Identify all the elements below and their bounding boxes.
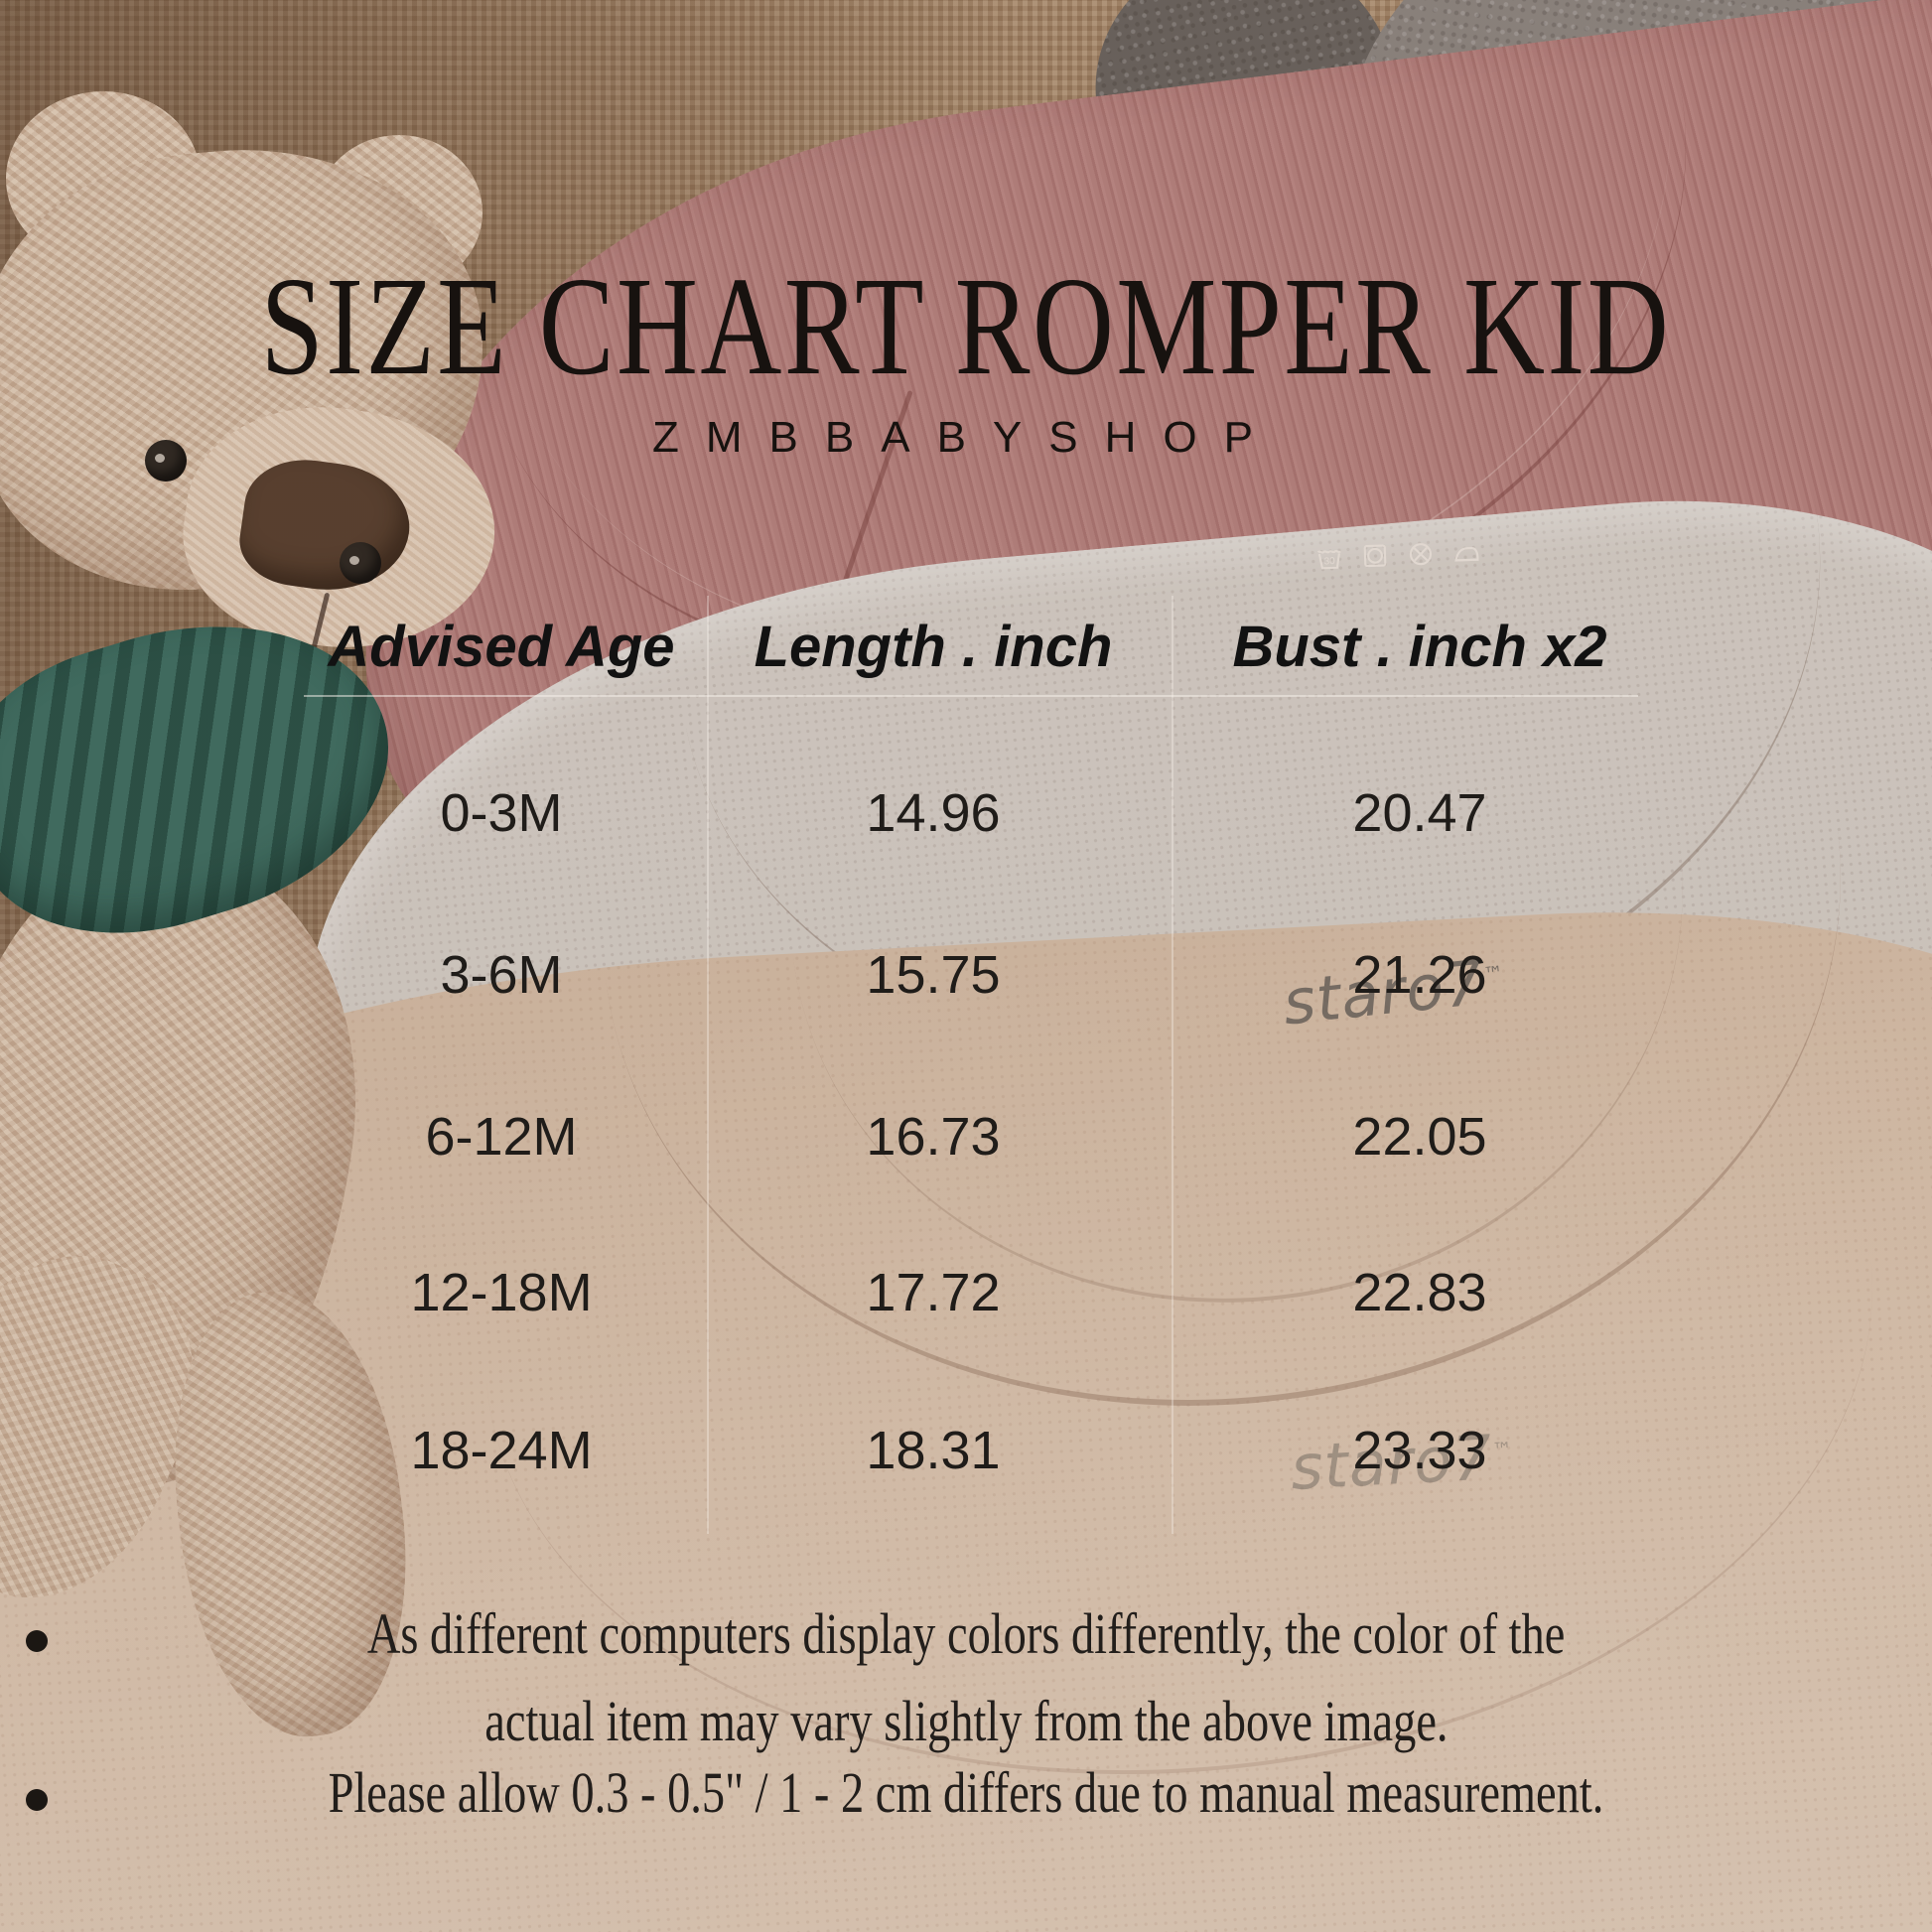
age-cell: 3-6M xyxy=(440,945,563,1005)
length-cell: 14.96 xyxy=(866,783,1001,843)
length-cell: 17.72 xyxy=(866,1263,1001,1322)
age-cell: 18-24M xyxy=(410,1421,593,1480)
iron-icon xyxy=(1454,546,1479,562)
care-label-icons: 30 xyxy=(1314,537,1482,573)
tumble-dry-icon xyxy=(1363,544,1387,568)
bust-cell: 22.05 xyxy=(1352,1107,1487,1167)
length-cell: 15.75 xyxy=(866,945,1001,1005)
age-cell: 6-12M xyxy=(425,1107,578,1167)
bear-eye-right xyxy=(340,542,381,584)
shop-name: ZMBBABYSHOP xyxy=(652,413,1280,462)
column-divider-2 xyxy=(1172,596,1173,1534)
length-cell: 16.73 xyxy=(866,1107,1001,1167)
column-header-length-inch: Length . inch xyxy=(754,615,1113,679)
bust-cell: 20.47 xyxy=(1352,783,1487,843)
column-header-advised-age: Advised Age xyxy=(328,615,675,679)
note-color-disclaimer-line-2: actual item may vary slightly from the a… xyxy=(483,1689,1449,1753)
column-header-bust-inch: Bust . inch x2 xyxy=(1232,615,1607,679)
do-not-bleach-icon xyxy=(1409,543,1433,566)
header-underline xyxy=(304,695,1638,697)
bear-eye-left xyxy=(145,440,187,482)
age-cell: 12-18M xyxy=(410,1263,593,1322)
svg-text:30: 30 xyxy=(1323,556,1335,567)
bust-cell: 21.26 xyxy=(1352,945,1487,1005)
length-cell: 18.31 xyxy=(866,1421,1001,1480)
bullet-dot xyxy=(26,1789,48,1811)
note-color-disclaimer-line-1: As different computers display colors di… xyxy=(366,1601,1566,1666)
note-measurement-disclaimer: Please allow 0.3 - 0.5" / 1 - 2 cm diffe… xyxy=(328,1760,1604,1825)
bullet-dot xyxy=(26,1630,48,1652)
bust-cell: 23.33 xyxy=(1352,1421,1487,1480)
bust-cell: 22.83 xyxy=(1352,1263,1487,1322)
wash-30-icon: 30 xyxy=(1316,549,1341,570)
age-cell: 0-3M xyxy=(440,783,563,843)
column-divider-1 xyxy=(707,596,709,1534)
page-title: SIZE CHART ROMPER KID xyxy=(260,247,1672,404)
